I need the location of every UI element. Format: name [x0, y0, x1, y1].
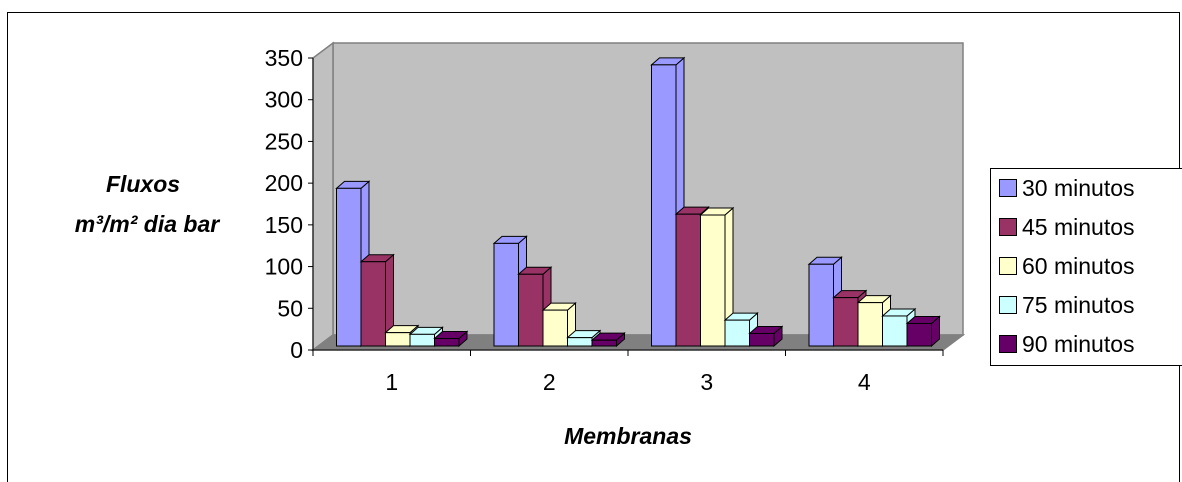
y-tick-label: 200 [265, 170, 303, 196]
bar-front-face [675, 213, 701, 347]
bar-front-face [591, 339, 617, 347]
bar [359, 253, 395, 348]
y-tick-label: 150 [265, 212, 303, 238]
bar-front-face [833, 297, 859, 347]
y-tick-label: 100 [265, 254, 303, 280]
y-tick-label: 350 [265, 45, 303, 71]
bar [905, 315, 941, 348]
bar-front-face [808, 263, 834, 347]
bar-front-face [906, 322, 932, 347]
bar-front-face [700, 214, 726, 347]
legend-label: 60 minutos [1022, 253, 1135, 279]
bar-front-face [882, 315, 908, 347]
bar-front-face [749, 332, 775, 347]
legend-label: 90 minutos [1022, 331, 1135, 357]
y-axis-title-line1: Fluxos [106, 171, 180, 197]
x-axis-ticks: 1 2 3 4 [312, 350, 944, 395]
bar [433, 330, 469, 348]
bar-front-face [434, 337, 460, 347]
legend-item: 30 minutos [999, 175, 1135, 201]
x-tick-label: 4 [858, 369, 871, 395]
legend-swatch [999, 296, 1017, 314]
bar [881, 307, 917, 348]
bars [335, 56, 941, 348]
legend-item: 75 minutos [999, 292, 1135, 318]
bar-front-face [724, 319, 750, 347]
bar [590, 332, 626, 348]
bar-front-face [493, 242, 519, 347]
bar-front-face [360, 261, 386, 347]
bar-front-face [518, 273, 544, 347]
legend-swatch [999, 179, 1017, 197]
x-tick-label: 1 [385, 369, 398, 395]
legend-box [990, 168, 1182, 366]
y-axis-ticks: 0 50 100 150 200 250 300 350 [265, 45, 313, 363]
x-axis-title: Membranas [564, 423, 692, 449]
bar-front-face [336, 187, 362, 347]
legend-item: 45 minutos [999, 214, 1135, 240]
legend-item: 60 minutos [999, 253, 1135, 279]
x-tick-label: 3 [700, 369, 713, 395]
plot-side-wall [312, 41, 334, 352]
y-axis-title-line2: m³/m² dia bar [75, 211, 220, 237]
bar-front-face [385, 332, 411, 347]
bar [748, 325, 784, 348]
legend-label: 75 minutos [1022, 292, 1135, 318]
bar [699, 206, 735, 348]
y-tick-label: 0 [290, 337, 303, 363]
legend-swatch [999, 257, 1017, 275]
bar-front-face [651, 64, 677, 347]
plot-back-wall [332, 42, 964, 336]
bar-front-face [857, 302, 883, 347]
legend: 30 minutos 45 minutos 60 minutos 75 minutos… [990, 168, 1182, 366]
y-tick-label: 250 [265, 128, 303, 154]
legend-swatch [999, 335, 1017, 353]
bar-front-face [409, 333, 435, 347]
x-tick-label: 2 [543, 369, 556, 395]
bar-front-face [567, 337, 593, 347]
y-tick-label: 50 [277, 295, 303, 321]
legend-swatch [999, 218, 1017, 236]
legend-label: 30 minutos [1022, 175, 1135, 201]
legend-label: 45 minutos [1022, 214, 1135, 240]
legend-item: 90 minutos [999, 331, 1135, 357]
y-tick-label: 300 [265, 87, 303, 113]
bar-front-face [542, 309, 568, 347]
